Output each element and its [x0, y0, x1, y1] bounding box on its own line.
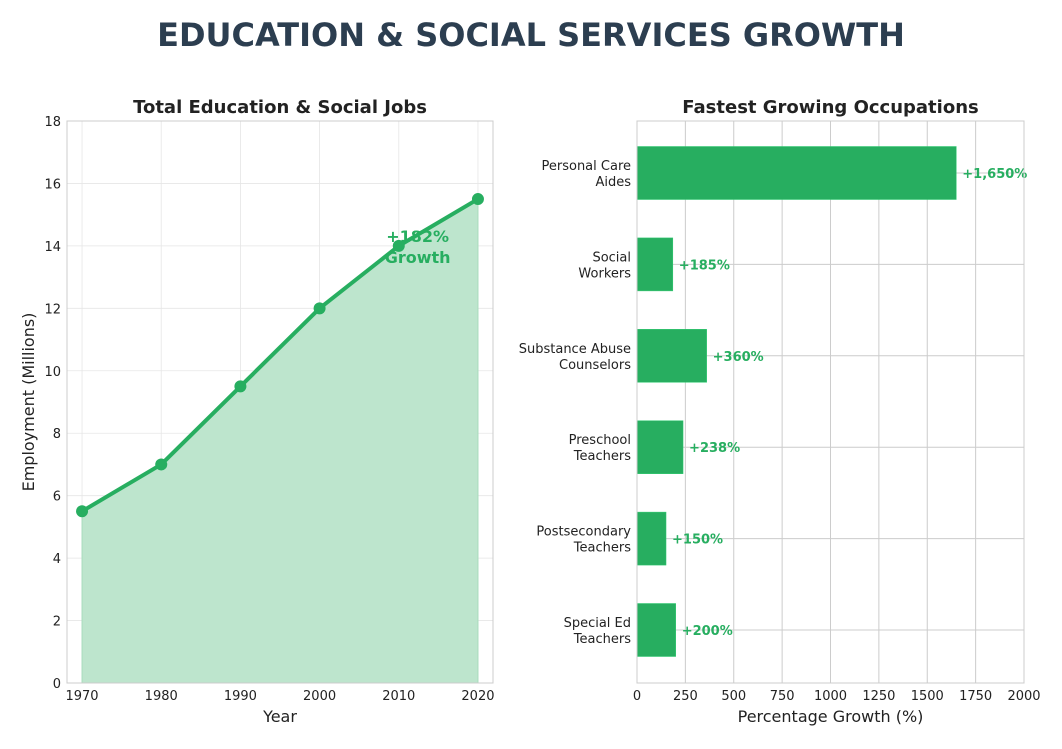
bar-value-label: +238% — [689, 441, 740, 456]
x-tick-label: 1000 — [814, 689, 847, 704]
bar — [636, 146, 957, 200]
bar-value-label: +185% — [679, 258, 730, 273]
x-tick-label: 750 — [770, 689, 795, 704]
y-tick-label: Workers — [578, 266, 631, 281]
y-tick-label: Substance Abuse — [519, 342, 631, 357]
y-tick-label: Special Ed — [564, 616, 631, 631]
bar — [636, 603, 676, 657]
annotation-text: Growth — [385, 248, 451, 267]
y-tick-label: Personal Care — [542, 159, 632, 174]
plot-frame — [66, 120, 494, 684]
data-point — [234, 380, 247, 393]
bar — [636, 420, 684, 474]
figure-title: EDUCATION & SOCIAL SERVICES GROWTH — [157, 16, 905, 54]
data-point — [155, 458, 168, 471]
annotation-text: +182% — [386, 227, 449, 246]
bar — [636, 511, 667, 566]
x-tick-label: 500 — [721, 689, 746, 704]
y-tick-label: 12 — [44, 302, 61, 317]
bar-value-label: +150% — [672, 533, 723, 548]
y-tick-label: Teachers — [573, 541, 631, 556]
chart-title: Fastest Growing Occupations — [682, 97, 978, 118]
chart-title: Total Education & Social Jobs — [133, 97, 427, 118]
x-tick-label: 1990 — [224, 689, 257, 704]
y-tick-label: 4 — [53, 552, 61, 567]
x-tick-label: 1970 — [65, 689, 98, 704]
y-tick-label: Postsecondary — [536, 525, 631, 540]
x-axis-label: Percentage Growth (%) — [738, 707, 924, 726]
y-tick-label: 2 — [53, 615, 61, 630]
x-tick-label: 1980 — [145, 689, 178, 704]
bar — [636, 329, 707, 383]
data-point — [76, 505, 89, 518]
data-point — [392, 239, 405, 252]
bar — [636, 237, 674, 292]
y-tick-label: 6 — [53, 490, 61, 505]
bar-value-label: +1,650% — [962, 167, 1027, 182]
series-line — [81, 197, 479, 513]
x-tick-label: 2000 — [303, 689, 336, 704]
x-tick-label: 1250 — [862, 689, 895, 704]
x-axis-label: Year — [262, 707, 297, 726]
y-tick-label: Counselors — [559, 358, 631, 373]
plot-frame — [636, 120, 1025, 684]
x-tick-label: 2020 — [461, 689, 494, 704]
y-tick-label: Social — [592, 250, 631, 265]
area-fill — [81, 198, 479, 684]
bar-value-label: +360% — [713, 350, 764, 365]
x-tick-label: 2000 — [1007, 689, 1040, 704]
x-tick-label: 1500 — [911, 689, 944, 704]
y-tick-label: Aides — [595, 175, 631, 190]
x-tick-label: 1750 — [959, 689, 992, 704]
y-tick-label: Teachers — [573, 449, 631, 464]
y-tick-label: 16 — [44, 177, 61, 192]
y-tick-label: 18 — [44, 115, 61, 130]
y-tick-label: 0 — [53, 677, 61, 692]
x-tick-label: 250 — [673, 689, 698, 704]
y-tick-label: Preschool — [569, 433, 631, 448]
y-axis-label: Employment (Millions) — [19, 313, 38, 492]
y-tick-label: Teachers — [573, 632, 631, 647]
x-tick-label: 0 — [633, 689, 641, 704]
y-tick-label: 8 — [53, 427, 61, 442]
y-tick-label: 10 — [44, 365, 61, 380]
bar-value-label: +200% — [682, 624, 733, 639]
data-point — [471, 193, 484, 206]
line-chart: 1970 1980 1990 2000 2010 2020 0 2 4 6 8 10 12 14 16 18 +… — [19, 97, 495, 726]
data-point — [313, 302, 326, 315]
y-tick-label: 14 — [44, 240, 61, 255]
bar-chart: 0 250 500 750 1000 1250 1500 1750 2000 +1,650% Per… — [519, 97, 1041, 726]
x-tick-label: 2010 — [382, 689, 415, 704]
